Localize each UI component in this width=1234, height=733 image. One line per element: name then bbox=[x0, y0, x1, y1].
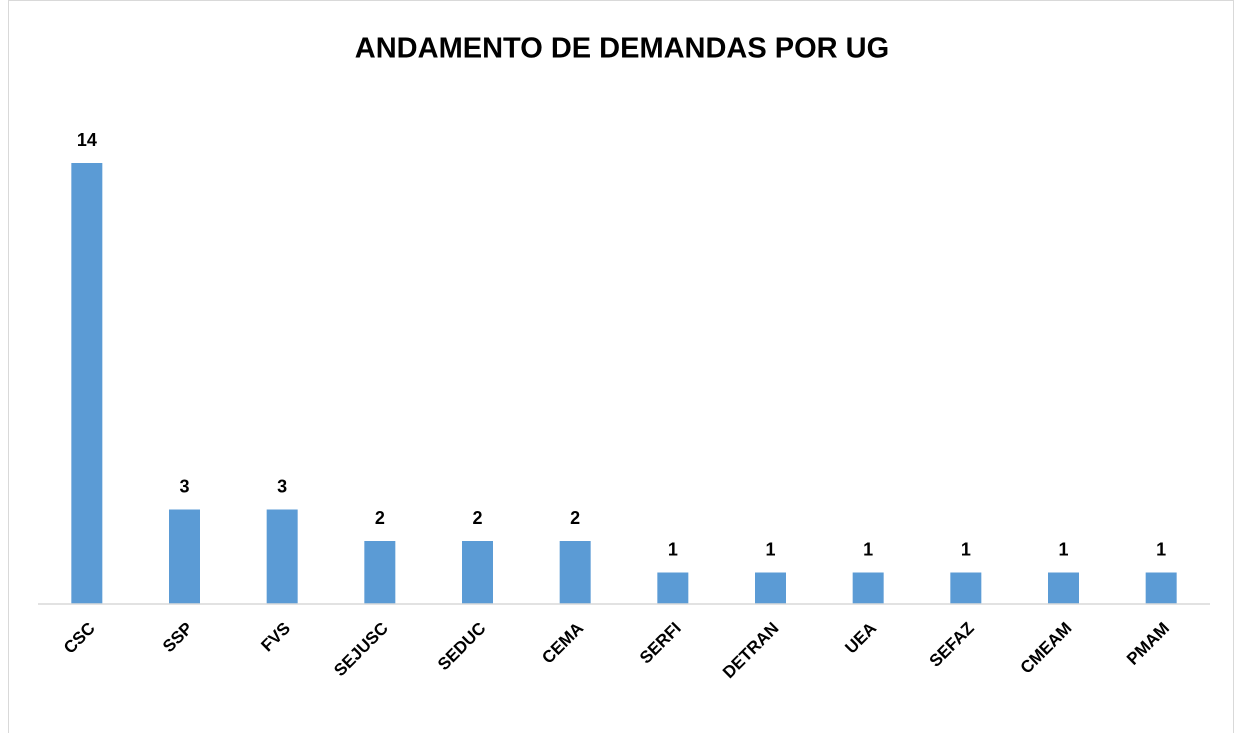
data-label: 2 bbox=[472, 508, 482, 528]
x-tick-label: CEMA bbox=[538, 619, 587, 668]
x-tick-label: SEFAZ bbox=[926, 619, 978, 671]
data-label: 3 bbox=[277, 476, 287, 496]
bar bbox=[559, 541, 591, 604]
bar bbox=[169, 509, 200, 604]
x-tick-label: SEDUC bbox=[434, 619, 490, 675]
data-label: 1 bbox=[765, 539, 775, 559]
data-label: 2 bbox=[570, 508, 580, 528]
x-tick-label: DETRAN bbox=[719, 619, 783, 683]
x-tick-label: SSP bbox=[159, 619, 196, 656]
data-label: 1 bbox=[668, 539, 678, 559]
x-tick-label: FVS bbox=[257, 619, 294, 656]
x-tick-label: CSC bbox=[60, 619, 99, 658]
x-tick-label: SEJUSC bbox=[330, 619, 392, 681]
bar bbox=[657, 572, 689, 604]
bar bbox=[755, 572, 786, 604]
bar bbox=[1145, 572, 1177, 604]
chart-title: ANDAMENTO DE DEMANDAS POR UG bbox=[355, 33, 889, 65]
x-tick-label: UEA bbox=[841, 619, 880, 658]
bar bbox=[950, 572, 982, 604]
data-label: 1 bbox=[863, 539, 873, 559]
bar bbox=[462, 541, 493, 604]
data-label: 1 bbox=[1058, 539, 1068, 559]
data-label: 2 bbox=[375, 508, 385, 528]
data-label: 3 bbox=[179, 476, 189, 496]
bar bbox=[1048, 572, 1079, 604]
bar bbox=[266, 509, 298, 604]
data-label: 14 bbox=[77, 130, 97, 150]
data-label: 1 bbox=[1156, 539, 1166, 559]
bar bbox=[364, 541, 396, 604]
bar bbox=[852, 572, 884, 604]
chart-frame bbox=[8, 0, 1234, 733]
x-tick-label: SERFI bbox=[636, 619, 685, 668]
x-tick-label: CMEAM bbox=[1017, 619, 1076, 678]
bar bbox=[71, 163, 103, 604]
x-tick-label: PMAM bbox=[1123, 619, 1173, 669]
data-label: 1 bbox=[961, 539, 971, 559]
